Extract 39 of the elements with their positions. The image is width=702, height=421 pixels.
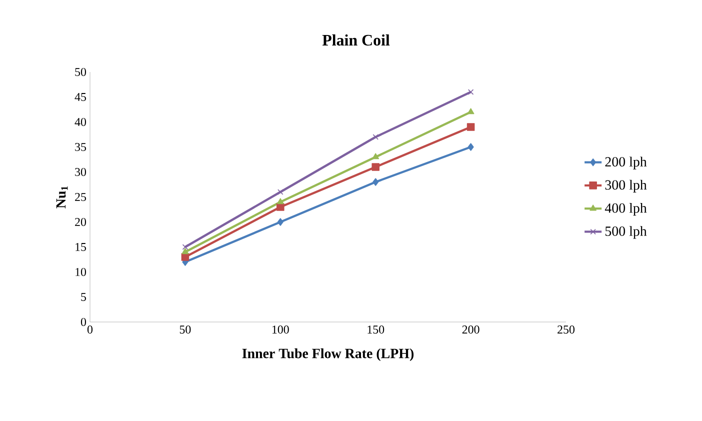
point [468, 89, 474, 95]
point [467, 108, 474, 114]
point [276, 198, 284, 204]
y-tick-label: 15 [76, 242, 86, 251]
point [372, 178, 379, 186]
point [372, 163, 380, 171]
chart-title: Plain Coil [322, 34, 390, 46]
legend-label: 300 lph [605, 180, 647, 192]
point [277, 218, 284, 226]
legend-label: 400 lph [604, 202, 647, 216]
y-tick-label: 0 [80, 318, 86, 326]
x-tick-label: 150 [368, 326, 384, 334]
point [278, 189, 284, 195]
y-tick-label: 25 [75, 192, 86, 202]
point [181, 253, 190, 261]
x-axis-title: Inner Tube Flow Rate (LPH) [242, 348, 414, 362]
x-tick-label: 100 [272, 326, 289, 334]
y-tick-label: 20 [75, 218, 86, 226]
point [182, 248, 189, 254]
point [276, 203, 284, 211]
y-tick-label: 5 [81, 293, 86, 301]
y-axis-title: Nu$_{1}$ [56, 186, 68, 208]
y-tick-label: 35 [75, 142, 86, 152]
legend-label: 500 lph [605, 226, 647, 239]
x-tick-label: 0 [87, 326, 93, 334]
y-tick-label: 30 [75, 168, 86, 176]
point [182, 244, 188, 250]
x-tick-label: 250 [558, 326, 575, 334]
point [468, 143, 474, 151]
x-tick-label: 50 [180, 326, 191, 334]
x-tick-label: 200 [462, 326, 480, 334]
legend-label: 200 lph [605, 156, 647, 170]
y-tick-label: 40 [74, 118, 86, 126]
y-tick-label: 50 [75, 68, 86, 76]
y-tick-label: 10 [76, 268, 86, 276]
point [372, 153, 380, 160]
point [466, 123, 475, 131]
point [372, 134, 378, 140]
y-tick-label: 45 [74, 93, 86, 101]
